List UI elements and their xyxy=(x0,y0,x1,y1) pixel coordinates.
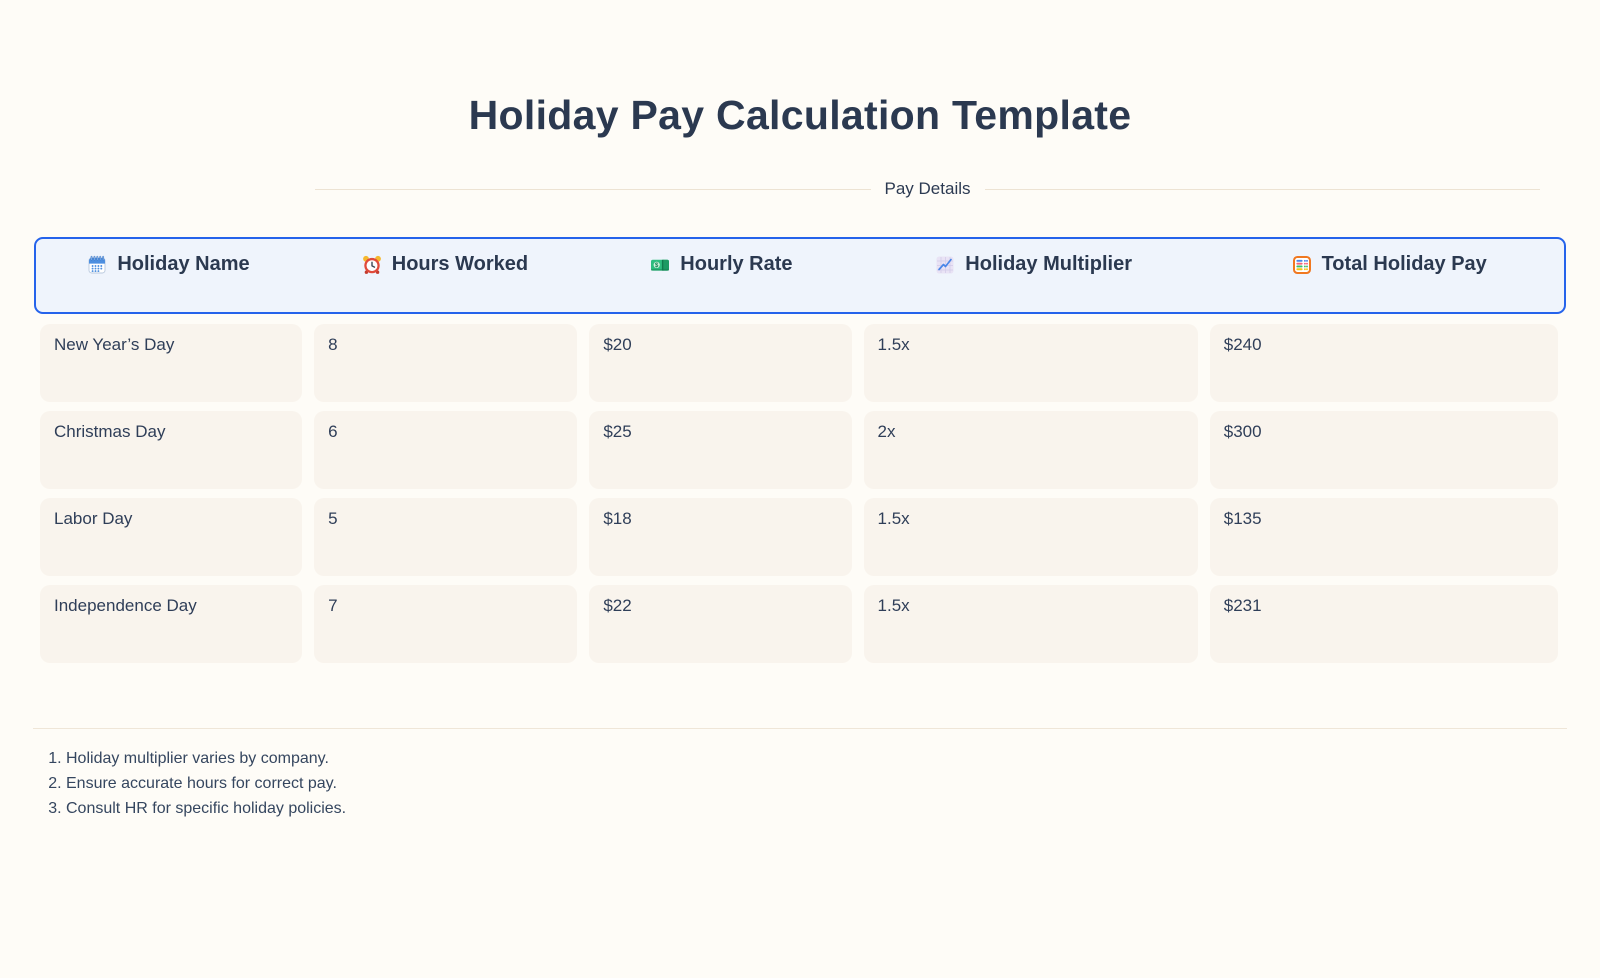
cell-holiday-multiplier: 2x xyxy=(863,411,1198,489)
note-item: Holiday multiplier varies by company. xyxy=(66,746,1600,771)
section-rule-left xyxy=(315,188,871,190)
column-header-holiday-name: Holiday Name xyxy=(36,253,300,276)
page-title: Holiday Pay Calculation Template xyxy=(468,92,1132,138)
cell-hours-worked: 6 xyxy=(314,411,578,489)
column-header-label: Hourly Rate xyxy=(680,253,793,275)
cell-hourly-rate: $22 xyxy=(589,585,852,663)
footer-divider xyxy=(33,728,1567,729)
note-item: Ensure accurate hours for correct pay. xyxy=(66,771,1600,796)
cell-holiday-name: Independence Day xyxy=(40,585,303,663)
section-rule-right xyxy=(984,188,1541,190)
column-header-label: Hours Worked xyxy=(391,253,529,275)
cell-hours-worked: 8 xyxy=(314,324,578,402)
cell-total-holiday-pay: $300 xyxy=(1209,411,1558,489)
svg-text:$: $ xyxy=(655,263,659,269)
cell-holiday-multiplier: 1.5x xyxy=(863,585,1198,663)
column-header-label: Holiday Multiplier xyxy=(965,253,1132,275)
column-header-hourly-rate: $ Hourly Rate xyxy=(589,253,853,276)
cell-hourly-rate: $25 xyxy=(589,411,852,489)
table-body: New Year’s Day 8 $20 1.5x $240 Christmas… xyxy=(40,324,1558,663)
table-header: Holiday Name Hours Worked $ xyxy=(34,237,1566,314)
banknote-icon: $ xyxy=(649,254,671,276)
notes-list: Holiday multiplier varies by company. En… xyxy=(48,746,1600,821)
cell-hourly-rate: $20 xyxy=(589,324,852,402)
alarm-clock-icon xyxy=(361,254,383,276)
section-label: Pay Details xyxy=(884,179,971,198)
column-header-total-holiday-pay: Total Holiday Pay xyxy=(1213,253,1564,276)
cell-holiday-multiplier: 1.5x xyxy=(863,324,1198,402)
cell-hours-worked: 5 xyxy=(314,498,578,576)
column-header-holiday-multiplier: Holiday Multiplier xyxy=(865,253,1202,276)
column-header-label: Holiday Name xyxy=(117,253,250,275)
cell-hourly-rate: $18 xyxy=(589,498,852,576)
cell-holiday-name: Christmas Day xyxy=(40,411,303,489)
cell-total-holiday-pay: $240 xyxy=(1209,324,1558,402)
cell-holiday-name: New Year’s Day xyxy=(40,324,303,402)
cell-total-holiday-pay: $135 xyxy=(1209,498,1558,576)
chart-increasing-icon xyxy=(934,254,956,276)
column-header-hours-worked: Hours Worked xyxy=(312,253,577,276)
abacus-icon xyxy=(1291,254,1313,276)
spiral-calendar-icon xyxy=(86,254,108,276)
note-item: Consult HR for specific holiday policies… xyxy=(66,796,1600,821)
cell-total-holiday-pay: $231 xyxy=(1209,585,1558,663)
column-header-label: Total Holiday Pay xyxy=(1321,253,1487,275)
cell-hours-worked: 7 xyxy=(314,585,578,663)
cell-holiday-name: Labor Day xyxy=(40,498,303,576)
section-header: Pay Details xyxy=(315,179,1541,199)
cell-holiday-multiplier: 1.5x xyxy=(863,498,1198,576)
